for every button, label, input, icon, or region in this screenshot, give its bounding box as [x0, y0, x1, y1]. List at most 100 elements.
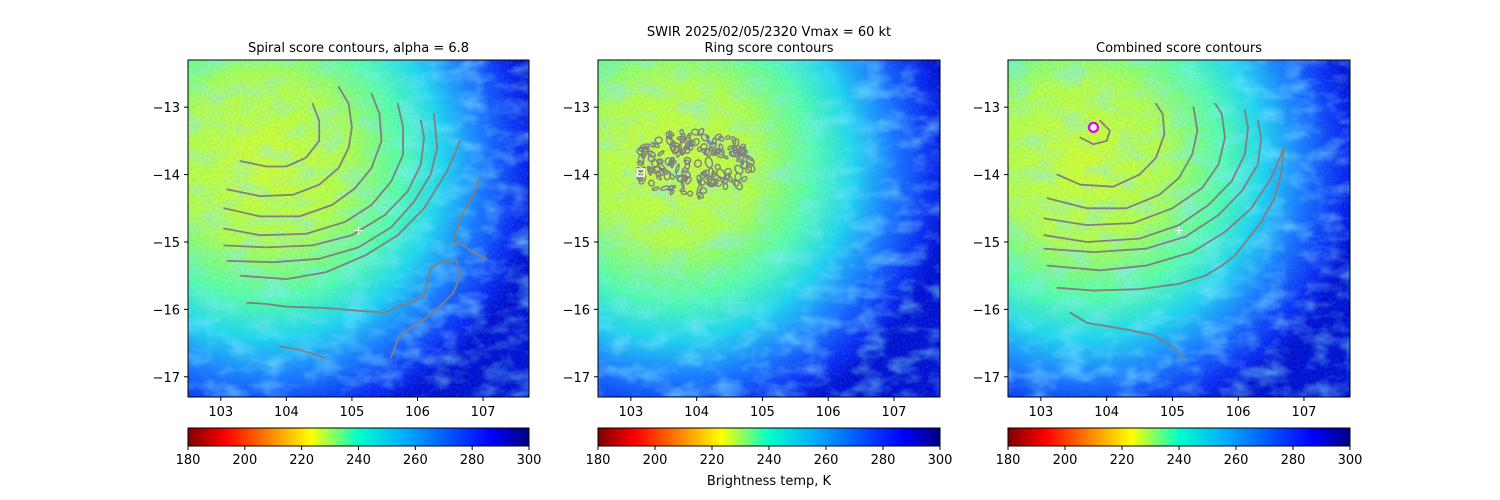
ring-contour-blob — [651, 186, 660, 192]
ring-colorbar-tick-label: 260 — [814, 453, 839, 468]
ring-contour-blob — [669, 189, 675, 196]
combined-colorbar-tick-label: 180 — [996, 453, 1021, 468]
combined-xtick-label: 107 — [1292, 405, 1317, 420]
spiral-xtick-label: 105 — [340, 405, 365, 420]
spiral-heatmap-image — [188, 60, 529, 397]
ring-contour-blob — [723, 155, 729, 160]
ring-contour-blob — [725, 135, 731, 140]
ring-contour-blob — [668, 156, 675, 165]
combined-contour-3 — [1043, 102, 1226, 226]
spiral-ytick-label: −13 — [153, 101, 180, 116]
combined-contour-5 — [1043, 119, 1263, 253]
combined-ytick-label: −13 — [973, 101, 1000, 116]
ring-contour-blob — [697, 194, 702, 200]
combined-ytick-label: −16 — [973, 303, 1000, 318]
ring-ytick-label: −17 — [563, 371, 590, 386]
combined-contour-6 — [1046, 146, 1286, 272]
ring-contour-blob — [704, 156, 714, 169]
ring-contour-blob — [737, 152, 742, 160]
ring-contour-blob — [670, 142, 681, 148]
ring-contour-blob — [636, 160, 645, 167]
ring-contour-blob — [696, 146, 702, 153]
ring-contour-blob — [708, 147, 717, 154]
ring-contour-blob — [657, 150, 665, 157]
spiral-colorbar-tick-label: 180 — [176, 453, 201, 468]
ring-ytick-label: −16 — [563, 303, 590, 318]
spiral-xtick-label: 106 — [405, 405, 430, 420]
spiral-contour-6 — [239, 140, 461, 280]
combined-xtick-label: 103 — [1028, 405, 1053, 420]
combined-colorbar-tick-label: 240 — [1167, 453, 1192, 468]
spiral-colorbar-tick-label: 200 — [232, 453, 257, 468]
ring-contour-blob — [700, 133, 709, 142]
spiral-center-marker — [354, 226, 363, 235]
combined-title: Combined score contours — [1096, 41, 1262, 56]
ring-contour-blob — [680, 190, 688, 196]
ring-contour-blob — [647, 154, 656, 163]
ring-colorbar: 180 200 220 240 260 280 300 — [586, 427, 952, 468]
ring-contour-blob — [648, 179, 655, 187]
combined-xtick-label: 105 — [1160, 405, 1185, 420]
ring-contour-blob — [711, 137, 717, 145]
ring-colorbar-tick-label: 180 — [586, 453, 611, 468]
ring-contour-blob — [705, 180, 711, 186]
ring-xtick-label: 103 — [618, 405, 643, 420]
ring-ytick-label: −15 — [563, 236, 590, 251]
ring-contour-blob — [680, 182, 685, 189]
ring-contour-blob — [656, 158, 663, 165]
combined-peak-marker — [1087, 121, 1100, 134]
ring-contour-blob — [741, 146, 746, 158]
spiral-xtick-label: 107 — [471, 405, 496, 420]
ring-contour-blob — [679, 132, 686, 144]
ring-contour-blob — [748, 163, 753, 169]
ring-contour-blob — [685, 134, 691, 143]
ring-contour-blob — [717, 135, 725, 142]
ring-axes-frame — [597, 59, 941, 398]
ring-contour-blob — [679, 128, 684, 136]
ring-contour-blob — [668, 130, 673, 141]
ring-contour-blob — [722, 183, 729, 191]
combined-ytick-label: −15 — [973, 236, 1000, 251]
combined-contour-7 — [1056, 146, 1286, 292]
ring-contour-blob — [654, 136, 663, 145]
ring-contour-blob — [714, 163, 721, 171]
spiral-colorbar-gradient — [187, 427, 530, 447]
ring-contour-blob — [652, 142, 660, 149]
ring-square-marker — [636, 168, 646, 177]
ring-ytick-label: −14 — [563, 169, 590, 184]
colorbar-label: Brightness temp, K — [707, 474, 832, 489]
ring-contour-blob — [741, 175, 748, 183]
ring-contour-blob — [683, 145, 691, 154]
spiral-colorbar-tick-label: 240 — [346, 453, 371, 468]
ring-contour-blob — [689, 139, 696, 147]
ring-ytick-label: −13 — [563, 101, 590, 116]
ring-contour-blob — [732, 178, 740, 187]
ring-colorbar-tick-label: 280 — [871, 453, 896, 468]
ring-colorbar-tick-label: 220 — [700, 453, 725, 468]
combined-heatmap-image — [1008, 60, 1350, 397]
ring-contour-blob — [727, 144, 733, 151]
ring-contour-blob — [675, 174, 680, 179]
ring-contour-blob — [699, 171, 707, 179]
ring-contour-blob — [699, 186, 708, 195]
spiral-contour-0 — [239, 102, 321, 168]
ring-contour-blob — [667, 185, 677, 190]
spiral-title: Spiral score contours, alpha = 6.8 — [248, 41, 469, 56]
ring-contour-blob — [706, 140, 714, 146]
ring-contour-blob — [650, 141, 657, 148]
ring-contour-blob — [674, 163, 680, 174]
ring-contour-blob — [653, 165, 662, 173]
ring-contour-blob — [693, 159, 703, 168]
spiral-colorbar-tick-label: 300 — [517, 453, 542, 468]
ring-contour-blob — [656, 175, 662, 181]
spiral-ytick-label: −16 — [153, 303, 180, 318]
spiral-contour-5 — [226, 113, 439, 264]
ring-contour-blob — [681, 167, 689, 174]
combined-contour-1 — [1056, 102, 1166, 188]
ring-contour-blob — [676, 174, 687, 183]
ring-contour-blob — [705, 148, 713, 157]
spiral-ytick-label: −15 — [153, 236, 180, 251]
spiral-contour-1 — [226, 86, 353, 197]
spiral-ytick-label: −17 — [153, 371, 180, 386]
